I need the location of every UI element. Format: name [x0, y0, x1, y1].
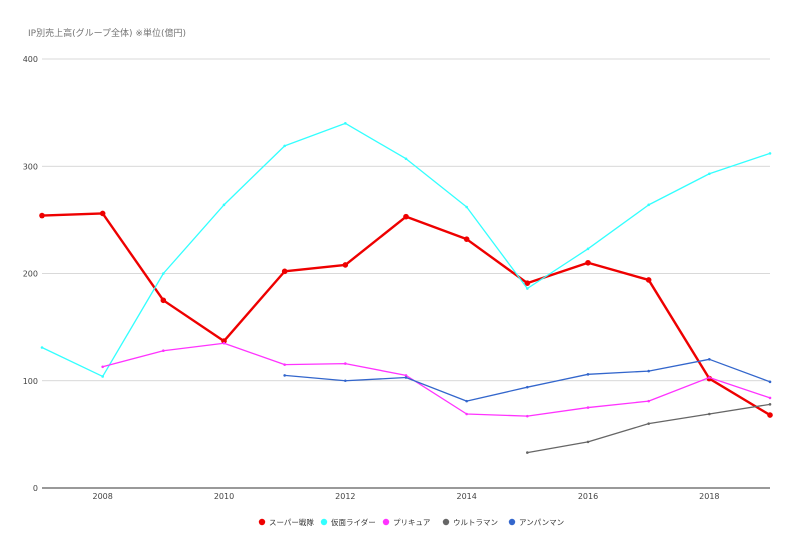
data-point	[465, 399, 468, 403]
data-point	[586, 247, 590, 251]
legend-swatch	[382, 518, 390, 526]
data-point	[708, 376, 711, 379]
legend: スーパー戦隊 仮面ライダー プリキュア ウルトラマン アンパンマン	[258, 517, 564, 527]
data-point	[162, 272, 165, 275]
y-tick-label: 100	[23, 377, 38, 386]
series-line	[41, 212, 771, 417]
data-point	[101, 375, 104, 378]
x-tick-label: 2012	[335, 492, 355, 501]
grid-layer	[42, 58, 770, 489]
data-point	[221, 338, 227, 344]
y-tick-label: 300	[23, 162, 38, 171]
data-point	[344, 379, 347, 383]
data-point	[768, 380, 772, 384]
data-point	[647, 422, 650, 425]
data-point	[645, 277, 652, 283]
data-point	[465, 205, 468, 209]
data-point	[283, 363, 286, 366]
data-point	[463, 236, 470, 242]
y-axis-ticks: 0 100 200 300 400	[23, 55, 38, 493]
data-point	[283, 144, 286, 148]
x-tick-label: 2014	[456, 492, 476, 501]
data-point	[162, 349, 165, 353]
series-2	[40, 122, 772, 378]
x-tick-label: 2016	[578, 492, 598, 501]
data-point	[526, 451, 529, 454]
series-3	[101, 341, 772, 418]
data-point	[647, 369, 650, 373]
data-point	[526, 287, 529, 290]
legend-swatch	[442, 518, 450, 526]
legend-label: ウルトラマン	[453, 518, 498, 527]
data-point	[39, 212, 45, 219]
x-tick-label: 2010	[214, 492, 234, 501]
data-point	[222, 203, 226, 207]
data-point	[768, 152, 772, 155]
x-axis-ticks: 2008 2010 2012 2014 2016 2018	[92, 492, 719, 501]
data-point	[344, 362, 347, 365]
data-point	[586, 373, 590, 376]
data-point	[586, 406, 590, 409]
data-point	[526, 414, 529, 418]
data-point	[222, 341, 226, 345]
data-point	[404, 376, 408, 379]
y-tick-label: 0	[33, 484, 38, 493]
data-point	[404, 374, 408, 377]
data-point	[708, 172, 711, 176]
y-tick-label: 400	[23, 55, 38, 64]
data-point	[403, 213, 409, 220]
data-point	[647, 399, 650, 403]
data-point	[768, 396, 772, 400]
legend-swatch	[320, 518, 328, 526]
series-line	[41, 122, 771, 378]
legend-item: ウルトラマン	[442, 518, 498, 527]
legend-label: スーパー戦隊	[269, 517, 314, 527]
series-5	[283, 358, 772, 403]
y-tick-label: 200	[23, 270, 38, 279]
data-point	[586, 440, 590, 444]
data-point	[708, 412, 711, 416]
data-point	[160, 297, 167, 304]
data-point	[99, 210, 106, 217]
data-point	[647, 203, 650, 207]
data-point	[767, 412, 773, 418]
data-point	[283, 374, 286, 377]
x-tick-label: 2018	[699, 492, 719, 501]
data-point	[281, 268, 288, 275]
data-point	[344, 122, 347, 125]
legend-item: アンパンマン	[508, 518, 564, 527]
legend-item: スーパー戦隊	[258, 517, 314, 527]
legend-swatch	[508, 518, 516, 526]
data-point	[101, 365, 104, 369]
legend-label: 仮面ライダー	[331, 517, 376, 527]
data-point	[465, 412, 468, 416]
legend-swatch	[258, 518, 266, 526]
series-line	[102, 342, 771, 417]
chart-title: IP別売上高(グループ全体) ※単位(億円)	[28, 29, 186, 39]
data-point	[342, 262, 349, 268]
data-point	[404, 157, 408, 161]
legend-label: アンパンマン	[519, 518, 564, 527]
data-point	[708, 358, 711, 361]
x-tick-label: 2008	[92, 492, 112, 501]
data-point	[526, 385, 529, 389]
series-layer	[39, 122, 773, 454]
data-point	[40, 346, 44, 349]
legend-label: プリキュア	[393, 518, 430, 527]
data-point	[524, 280, 531, 286]
legend-item: 仮面ライダー	[320, 517, 376, 527]
legend-item: プリキュア	[382, 518, 430, 527]
data-point	[585, 259, 591, 266]
data-point	[768, 403, 772, 406]
series-4	[526, 403, 772, 454]
series-1	[39, 210, 773, 418]
